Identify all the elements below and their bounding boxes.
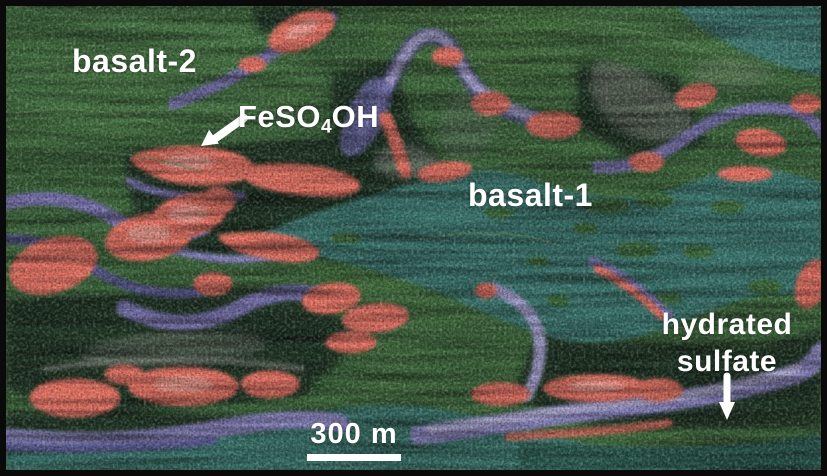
hydrated-sulfate-line1: hydrated [661, 308, 793, 341]
label-basalt-2: basalt-2 [72, 43, 197, 79]
scale-bar: 300 m [304, 418, 404, 461]
feso4oh-formula-tail: OH [331, 99, 380, 134]
label-basalt-1: basalt-1 [468, 177, 593, 213]
label-feso4oh: FeSO4OH [238, 99, 380, 138]
feso4oh-subscript: 4 [320, 116, 332, 138]
scale-bar-line [307, 454, 401, 461]
hydrated-sulfate-line2: sulfate [676, 345, 778, 378]
feso4oh-formula-main: FeSO [238, 99, 321, 134]
scale-bar-label: 300 m [310, 418, 398, 450]
terrain-image [6, 6, 821, 470]
label-hydrated-sulfate: hydrated sulfate [642, 306, 812, 380]
